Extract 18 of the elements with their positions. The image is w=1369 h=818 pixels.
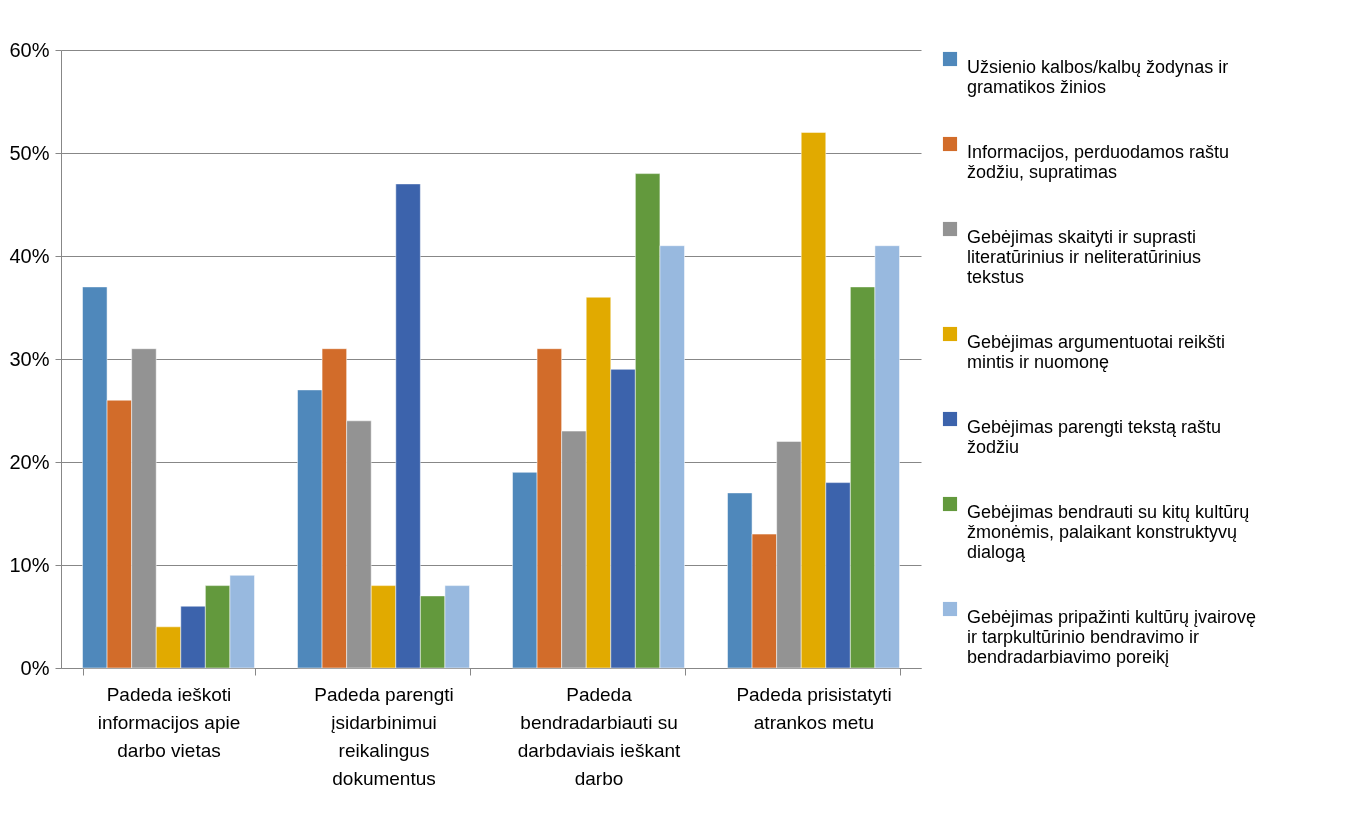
x-tick-label: Padeda prisistatyti atrankos metu xyxy=(736,683,892,733)
y-tick-label: 20% xyxy=(9,450,50,473)
legend-label: Gebėjimas parengti tekstą raštu žodžiu xyxy=(967,417,1222,457)
x-tick-label: Padeda parengti įsidarbinimui reikalingus dokumentus xyxy=(314,683,454,789)
x-tick-label: Padeda ieškoti informacijos apie darbo vietas xyxy=(97,683,241,761)
legend-label: Gebėjimas bendrauti su kitų kultūrų žmonėmis, palaikant konstruktyvų dialogą xyxy=(967,502,1250,562)
legend-label: Gebėjimas argumentuotai reikšti mintis ir nuomonę xyxy=(967,332,1226,372)
y-tick-label: 50% xyxy=(9,141,50,164)
legend-label: Gebėjimas skaityti ir suprasti literatūrinius ir neliteratūrinius tekstus xyxy=(967,227,1202,287)
legend-label: Užsienio kalbos/kalbų žodynas ir gramatikos žinios xyxy=(967,57,1229,97)
y-tick-label: 10% xyxy=(9,553,50,576)
y-tick-label: 30% xyxy=(9,347,50,370)
legend-label: Gebėjimas pripažinti kultūrų įvairovę ir tarpkultūrinio bendravimo ir bendradarbiavimo poreikį xyxy=(967,607,1257,667)
legend-label: Informacijos, perduodamos raštu žodžiu, supratimas xyxy=(967,142,1230,182)
y-tick-label: 0% xyxy=(20,656,50,679)
y-tick-label: 60% xyxy=(9,38,50,61)
x-tick-label: Padeda bendradarbiauti su darbdaviais ieškant darbo xyxy=(517,683,682,789)
y-tick-label: 40% xyxy=(9,244,50,267)
